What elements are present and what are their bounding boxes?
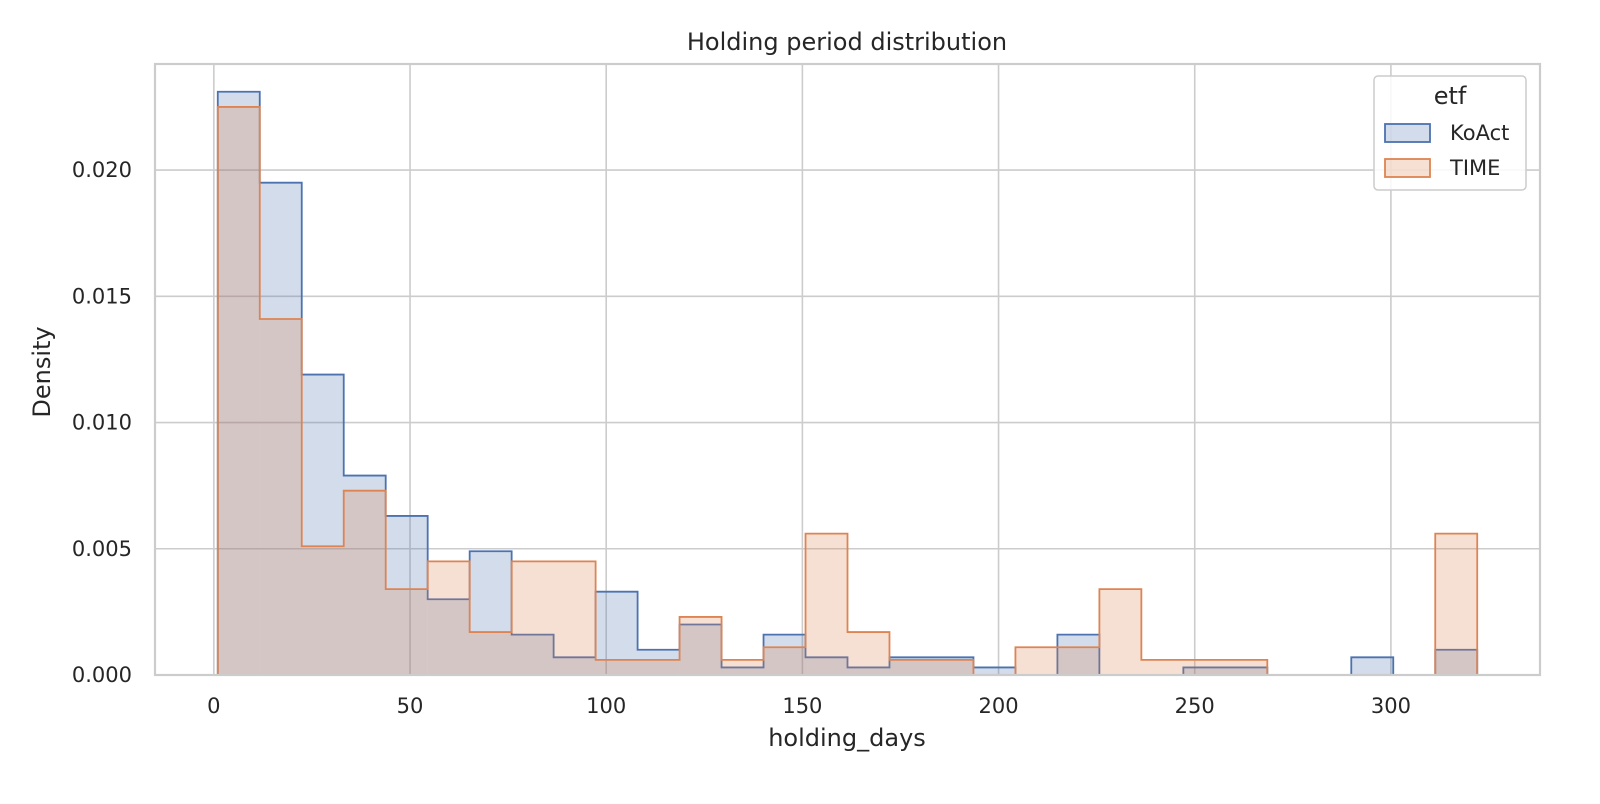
histogram-bar — [1435, 649, 1478, 675]
y-tick-label: 0.020 — [72, 158, 132, 182]
series-time — [216, 106, 1479, 676]
y-tick-label: 0.010 — [72, 411, 132, 435]
histogram-bar — [511, 561, 554, 675]
histogram-bar — [889, 657, 932, 675]
histogram-bar — [1183, 667, 1226, 675]
legend-label-koact: KoAct — [1450, 121, 1509, 145]
y-tick-label: 0.000 — [72, 663, 132, 687]
x-tick-label: 100 — [586, 694, 626, 718]
histogram-bar — [805, 657, 848, 675]
histogram-bar — [889, 659, 932, 675]
histogram-bar — [679, 624, 722, 675]
histogram-bar — [595, 659, 638, 675]
histogram-bar — [1015, 647, 1058, 675]
histogram-bar — [259, 182, 302, 675]
x-tick-label: 150 — [782, 694, 822, 718]
histogram-bar — [763, 634, 806, 675]
legend-label-time: TIME — [1449, 156, 1500, 180]
x-axis-ticks: 0 50 100 150 200 250 300 — [207, 694, 1411, 718]
histogram-bar — [721, 659, 764, 675]
histogram-bar — [721, 667, 764, 675]
y-axis-label: Density — [28, 326, 56, 417]
histogram-bar — [217, 91, 260, 676]
legend-title: etf — [1434, 82, 1467, 110]
histogram-bar — [931, 659, 974, 675]
y-tick-label: 0.015 — [72, 284, 132, 308]
x-axis-label: holding_days — [768, 724, 926, 752]
histogram-bar — [343, 475, 386, 675]
histogram-bar — [1057, 634, 1100, 675]
histogram-bar — [259, 319, 302, 675]
series-koact — [216, 90, 1479, 676]
histogram-bars — [216, 90, 1479, 676]
histogram-bar — [805, 533, 848, 675]
histogram-bar — [1435, 533, 1478, 675]
y-tick-label: 0.005 — [72, 537, 132, 561]
histogram-bar — [1351, 657, 1394, 675]
histogram-bar — [301, 546, 344, 675]
histogram-bar — [217, 106, 260, 675]
histogram-bar — [1141, 659, 1184, 675]
histogram-bar — [1225, 667, 1268, 675]
x-tick-label: 0 — [207, 694, 220, 718]
x-tick-label: 50 — [397, 694, 424, 718]
histogram-bar — [1183, 659, 1226, 675]
histogram-bar — [469, 632, 512, 675]
histogram-bar — [931, 657, 974, 675]
histogram-bar — [427, 561, 470, 675]
histogram-bar — [385, 515, 428, 675]
histogram-bar — [679, 616, 722, 675]
legend-swatch-time — [1384, 158, 1431, 178]
x-tick-label: 200 — [979, 694, 1019, 718]
histogram-bar — [847, 632, 890, 675]
histogram-bar — [1099, 589, 1142, 675]
histogram-bar — [637, 649, 680, 675]
series-outline-time — [216, 106, 1479, 676]
legend-frame — [1373, 75, 1527, 191]
x-tick-label: 250 — [1175, 694, 1215, 718]
histogram-bar — [1225, 659, 1268, 675]
histogram-bar — [385, 589, 428, 675]
histogram-bar — [553, 657, 596, 675]
histogram-bar — [343, 490, 386, 675]
histogram-bar — [847, 667, 890, 675]
y-axis-ticks: 0.000 0.005 0.010 0.015 0.020 — [72, 158, 132, 687]
histogram-bar — [595, 591, 638, 675]
axes-frame — [153, 62, 1542, 677]
histogram-bar — [469, 551, 512, 675]
histogram-bar — [973, 667, 1016, 675]
chart-title: Holding period distribution — [687, 28, 1007, 56]
histogram-bar — [553, 561, 596, 675]
plot-frame — [153, 62, 1542, 677]
legend: etf KoAct TIME — [1373, 75, 1527, 191]
histogram-bar — [637, 659, 680, 675]
histogram-bar — [1057, 647, 1100, 675]
legend-swatch-koact — [1384, 123, 1431, 143]
histogram-bar — [511, 634, 554, 675]
x-tick-label: 300 — [1371, 694, 1411, 718]
histogram-bar — [301, 374, 344, 675]
histogram-bar — [427, 599, 470, 675]
histogram-bar — [763, 647, 806, 675]
